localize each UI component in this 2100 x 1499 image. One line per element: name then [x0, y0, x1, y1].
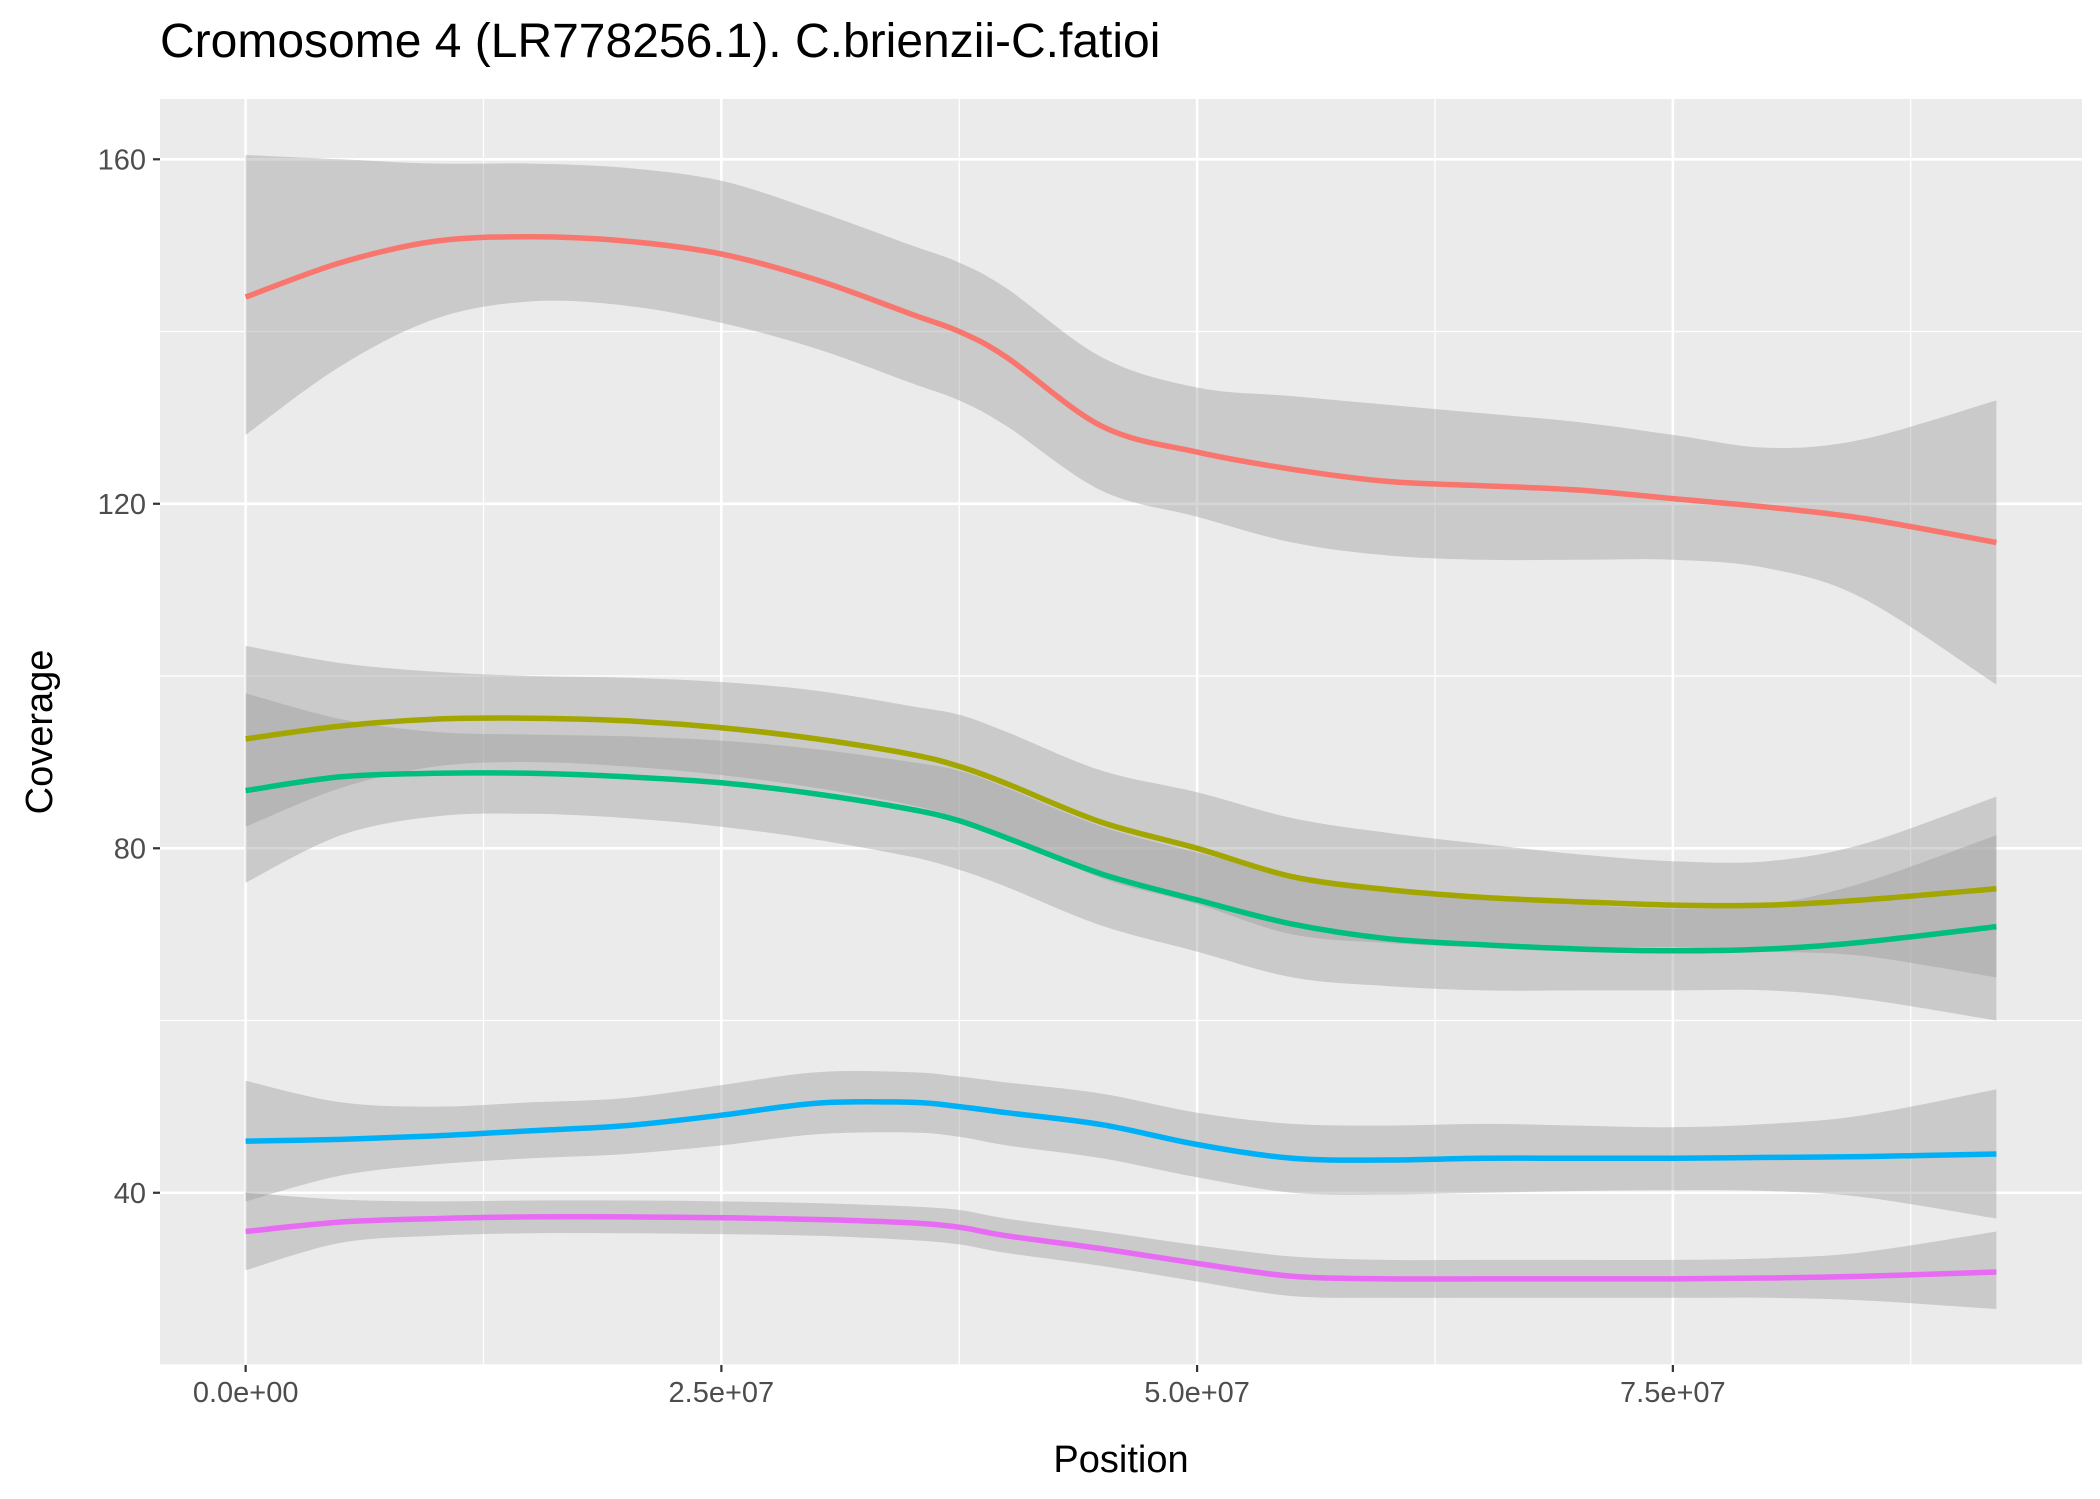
- series-line-2: [245, 715, 1997, 909]
- y-axis-title: Coverage: [19, 650, 61, 815]
- series-line-3: [245, 770, 1997, 954]
- series-line-1: [244, 234, 1997, 546]
- major-gridlines: [160, 99, 2082, 1365]
- y-tick-label: 40: [114, 1178, 146, 1210]
- chart-title: Cromosome 4 (LR778256.1). C.brienzii-C.f…: [160, 15, 1161, 68]
- confidence-ribbon-1: [245, 155, 1997, 685]
- series-line-5: [245, 1213, 1997, 1282]
- x-tick-label: 7.5e+07: [1620, 1377, 1726, 1409]
- x-tick-label: 5.0e+07: [1144, 1377, 1250, 1409]
- y-tick-label: 160: [98, 144, 146, 176]
- series-line-4: [245, 1098, 1997, 1163]
- x-axis-title: Position: [1053, 1439, 1188, 1481]
- x-tick-label: 2.5e+07: [669, 1377, 775, 1409]
- confidence-ribbon-3: [245, 693, 1997, 1021]
- y-tick-label: 120: [98, 489, 146, 521]
- confidence-ribbon-2: [245, 645, 1997, 978]
- axes: 0.0e+00 2.5e+07 5.0e+07 7.5e+07 40 80 120 160: [98, 144, 1726, 1409]
- x-tick-label: 0.0e+00: [193, 1377, 299, 1409]
- confidence-ribbon-4: [245, 1071, 1997, 1219]
- series-lines: [244, 234, 1997, 1282]
- plot-panel-background: [160, 99, 2082, 1365]
- y-tick-label: 80: [114, 833, 146, 865]
